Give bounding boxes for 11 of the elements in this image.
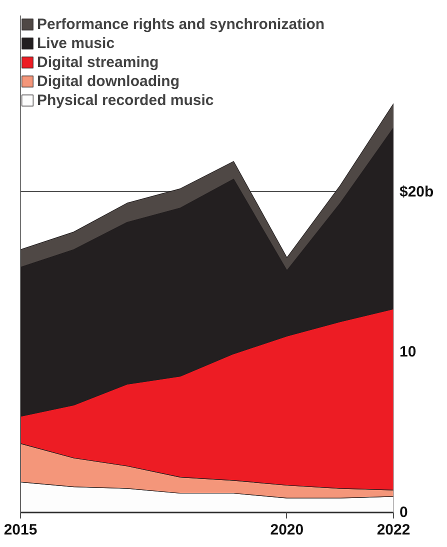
legend-label: Physical recorded music [37, 91, 214, 109]
x-tick-label: 2020 [270, 522, 304, 538]
legend-label: Performance rights and synchronization [37, 15, 325, 33]
y-tick-label: $20b [400, 183, 434, 200]
legend-label: Digital downloading [37, 72, 180, 90]
y-tick-label: 10 [400, 344, 416, 361]
legend-label: Digital streaming [37, 53, 159, 71]
y-tick-label: 0 [400, 504, 408, 521]
x-tick-label: 2022 [376, 522, 410, 538]
x-tick-label: 2015 [4, 522, 38, 538]
legend-label: Live music [37, 34, 115, 52]
